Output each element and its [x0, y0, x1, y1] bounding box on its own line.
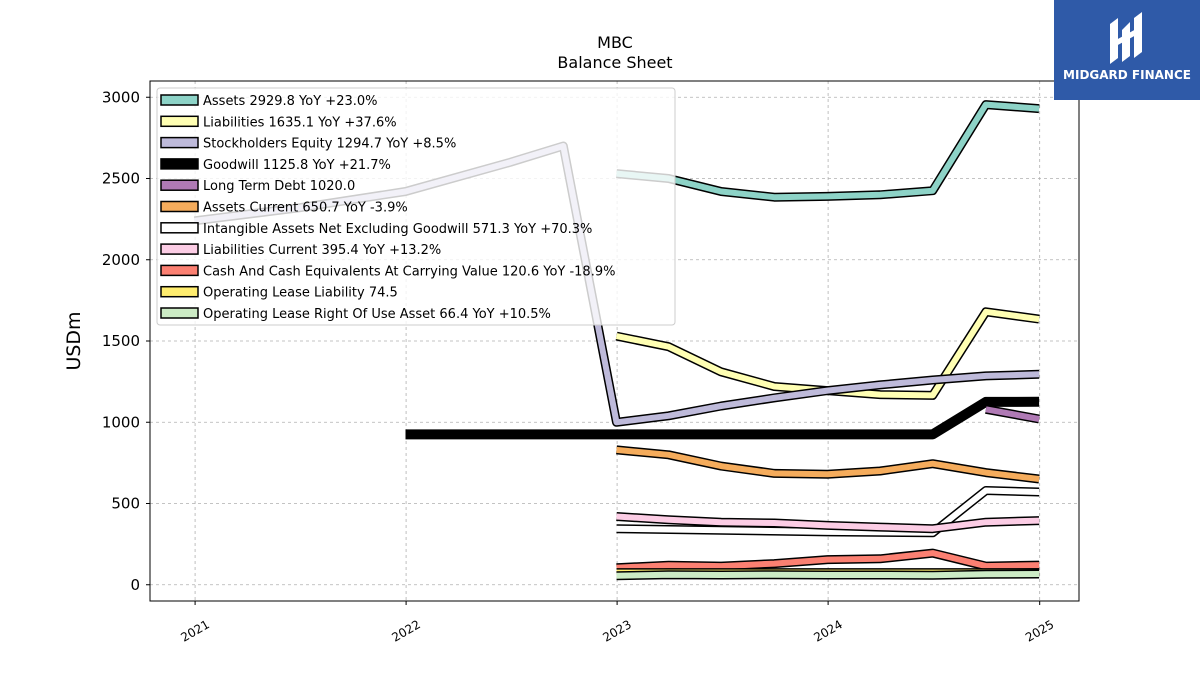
legend-item: Operating Lease Right Of Use Asset 66.4 … — [160, 307, 551, 322]
legend-swatch — [160, 94, 199, 106]
legend-label: Intangible Assets Net Excluding Goodwill… — [203, 222, 592, 237]
series-line — [616, 571, 1040, 579]
series-4 — [985, 404, 1040, 424]
chart-title: MBC — [597, 33, 633, 52]
legend-item: Assets Current 650.7 YoY -3.9% — [160, 200, 408, 216]
legend-box — [156, 87, 676, 326]
legend-item: Liabilities 1635.1 YoY +37.6% — [160, 115, 397, 130]
legend: Assets 2929.8 YoY +23.0% Liabilities 1635… — [156, 87, 676, 326]
series-6 — [616, 486, 1040, 538]
legend-swatch — [160, 200, 199, 213]
brand-name: MIDGARD FINANCE — [1063, 68, 1191, 82]
series-3 — [405, 396, 1040, 440]
series-0 — [616, 100, 1040, 202]
x-tick-label: 2022 — [389, 617, 422, 644]
legend-label: Assets Current 650.7 YoY -3.9% — [203, 201, 408, 216]
series-line — [616, 513, 1040, 532]
brand-mark-icon — [1110, 12, 1142, 64]
series-line — [616, 487, 1040, 536]
legend-swatch — [160, 285, 199, 298]
legend-item: Assets 2929.8 YoY +23.0% — [160, 94, 378, 109]
legend-item: Liabilities Current 395.4 YoY +13.2% — [160, 243, 441, 258]
series-10 — [616, 569, 1040, 581]
legend-item: Intangible Assets Net Excluding Goodwill… — [160, 222, 592, 237]
legend-label: Stockholders Equity 1294.7 YoY +8.5% — [203, 137, 456, 152]
legend-label: Goodwill 1125.8 YoY +21.7% — [203, 158, 391, 173]
series-line — [616, 101, 1040, 201]
series-line — [616, 550, 1040, 571]
legend-item: Goodwill 1125.8 YoY +21.7% — [160, 158, 391, 173]
legend-label: Assets 2929.8 YoY +23.0% — [203, 94, 378, 109]
y-tick-label: 1000 — [102, 413, 140, 431]
x-tick-label: 2025 — [1023, 617, 1056, 644]
x-tick-label: 2023 — [600, 617, 633, 644]
legend-label: Cash And Cash Equivalents At Carrying Va… — [203, 264, 615, 279]
x-tick-label: 2021 — [178, 617, 211, 644]
y-tick-label: 2500 — [102, 170, 140, 188]
series-7 — [616, 512, 1040, 534]
legend-label: Long Term Debt 1020.0 — [203, 179, 355, 194]
y-axis-ticks: 0 500 1000 1500 2000 2500 3000 — [102, 88, 150, 594]
legend-label: Operating Lease Right Of Use Asset 66.4 … — [203, 307, 551, 322]
y-tick-label: 3000 — [102, 88, 140, 106]
legend-swatch — [160, 136, 199, 149]
y-axis-label: USDm — [63, 311, 85, 370]
legend-swatch — [160, 307, 199, 319]
legend-swatch — [160, 115, 199, 128]
x-axis-ticks: 2021 2022 2023 2024 2025 — [178, 601, 1056, 645]
series-line — [405, 396, 1040, 440]
legend-item: Operating Lease Liability 74.5 — [160, 285, 398, 301]
legend-swatch — [160, 179, 199, 191]
series-8 — [616, 548, 1040, 573]
brand-logo: MIDGARD FINANCE — [1054, 0, 1200, 100]
y-tick-label: 500 — [111, 495, 140, 513]
x-tick-label: 2024 — [811, 617, 844, 644]
series-5 — [616, 445, 1040, 484]
y-tick-label: 2000 — [102, 251, 140, 269]
y-tick-label: 1500 — [102, 332, 140, 350]
legend-label: Liabilities Current 395.4 YoY +13.2% — [203, 243, 441, 258]
legend-item: Cash And Cash Equivalents At Carrying Va… — [160, 264, 615, 279]
legend-label: Operating Lease Liability 74.5 — [203, 286, 398, 301]
legend-swatch — [160, 264, 199, 277]
y-tick-label: 0 — [130, 576, 140, 594]
legend-swatch — [160, 243, 199, 255]
legend-item: Long Term Debt 1020.0 — [160, 179, 355, 194]
chart-subtitle: Balance Sheet — [557, 53, 672, 72]
series-line — [616, 446, 1040, 482]
legend-swatch — [160, 158, 199, 170]
legend-swatch — [160, 222, 199, 234]
series-line — [985, 406, 1040, 422]
legend-label: Liabilities 1635.1 YoY +37.6% — [203, 115, 397, 130]
legend-item: Stockholders Equity 1294.7 YoY +8.5% — [160, 136, 456, 152]
